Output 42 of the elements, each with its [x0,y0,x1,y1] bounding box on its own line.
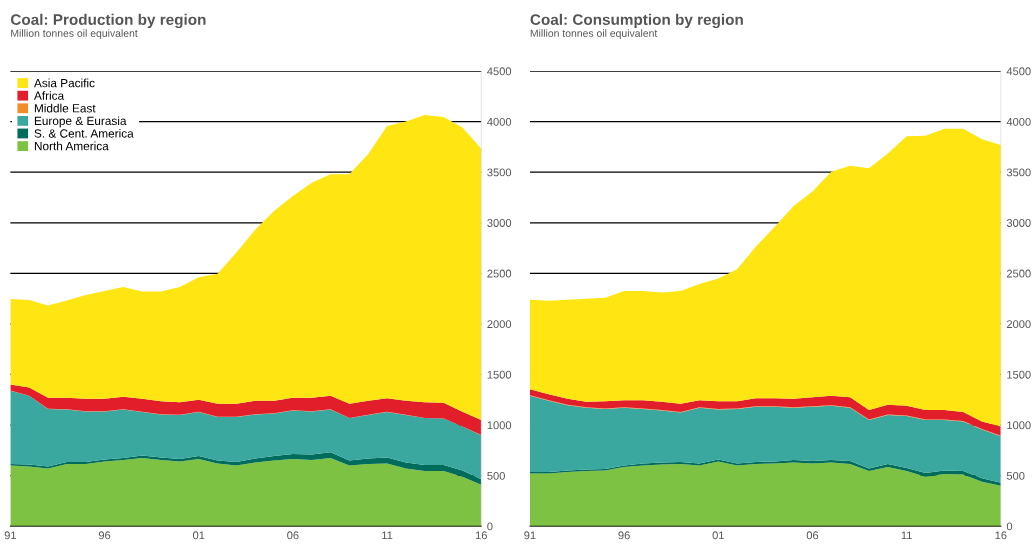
x-tick-label: 11 [382,531,393,540]
y-tick-label: 500 [487,471,505,480]
y-tick-label: 1500 [1007,370,1031,379]
y-tick-label: 2000 [487,320,512,329]
legend-label: Africa [33,91,65,100]
x-tick-label: 96 [98,531,111,540]
x-tick-label: 06 [287,531,299,540]
y-tick-label: 500 [1006,471,1025,480]
y-tick-label: 2000 [1006,320,1031,329]
x-tick-label: 96 [618,531,630,540]
x-tick-label: 91 [524,531,536,540]
chart-subtitle: Million tonnes oil equivalent [530,29,658,40]
chart-subtitle: Million tonnes oil equivalent [11,29,138,40]
x-tick-label: 91 [4,531,16,540]
y-tick-label: 4000 [1006,117,1031,126]
y-tick-label: 3500 [1006,168,1031,177]
legend-label: S. & Cent. America [34,128,134,138]
y-tick-label: 3500 [487,168,512,177]
y-tick-label: 2500 [487,269,512,278]
y-tick-label: 4000 [487,117,512,126]
chart-title: Coal: Consumption by region [530,13,743,29]
legend-label: North America [34,141,109,151]
x-tick-label: 11 [901,531,912,540]
x-tick-label: 01 [192,531,205,540]
x-tick-label: 16 [995,531,1007,540]
y-tick-label: 0 [1006,522,1013,531]
y-tick-label: 0 [487,522,493,531]
y-tick-label: 4500 [487,67,512,76]
legend-label: Middle East [34,103,96,113]
x-tick-label: 06 [806,531,819,540]
y-tick-label: 1500 [487,370,512,379]
y-tick-label: 1000 [1007,421,1031,430]
legend-label: Asia Pacific [33,78,95,88]
y-tick-label: 1000 [487,421,512,430]
x-tick-label: 01 [712,531,724,540]
legend-label: Europe & Eurasia [34,116,127,128]
y-tick-label: 4500 [1006,67,1031,76]
y-tick-label: 3000 [1006,219,1031,227]
x-tick-label: 16 [475,531,487,540]
y-tick-label: 3000 [487,219,512,227]
chart-title: Coal: Production by region [10,13,206,29]
y-tick-label: 2500 [1006,269,1031,278]
